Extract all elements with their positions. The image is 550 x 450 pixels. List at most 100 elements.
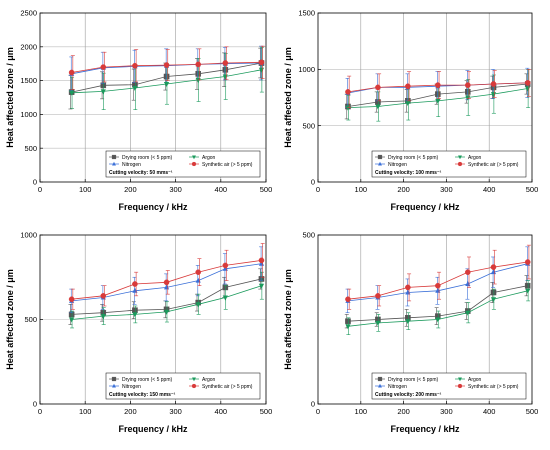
data-point [465, 89, 471, 95]
legend-box [371, 372, 527, 400]
data-point [222, 60, 229, 66]
y-tick-label: 1000 [20, 231, 37, 240]
x-tick-label: 100 [355, 407, 368, 416]
data-point [435, 282, 441, 289]
legend: Drying room (< 5 ppm) Argon Nitrogen Synthe… [371, 150, 527, 178]
x-tick-label: 200 [397, 185, 410, 194]
y-tick-label: 500 [302, 121, 315, 130]
data-point [345, 296, 351, 303]
data-point [132, 86, 138, 92]
y-tick-label: 1500 [298, 9, 315, 18]
x-tick-label: 100 [355, 185, 368, 194]
data-point [195, 269, 201, 275]
cutting-velocity-note: Cutting velocity: 200 mms⁻¹ [375, 392, 442, 398]
cutting-velocity-note: Cutting velocity: 150 mms⁻¹ [109, 392, 176, 398]
y-tick-label: 2000 [20, 42, 37, 51]
x-axis-title: Frequency / kHz [118, 424, 188, 434]
x-tick-label: 0 [316, 185, 320, 194]
legend-box [105, 150, 261, 178]
plot-frame [317, 12, 533, 183]
legend-entry: Drying room (< 5 ppm) [122, 377, 172, 383]
data-point [195, 302, 201, 308]
legend-marker [458, 377, 462, 382]
x-tick-label: 300 [440, 185, 453, 194]
chart-panel-4: 0 500 0 100 200 300 400 500 Frequency / kHz Heat … [283, 231, 538, 434]
data-point [222, 284, 229, 291]
data-point [524, 282, 531, 289]
legend-entry: Drying room (< 5 ppm) [388, 377, 438, 383]
data-point [69, 90, 75, 96]
data-point [524, 259, 531, 265]
data-point [405, 83, 411, 90]
data-point [405, 101, 411, 107]
data-point [222, 66, 229, 73]
data-point [435, 91, 441, 97]
y-tick-label: 1500 [20, 76, 37, 85]
legend-entry: Nitrogen [388, 384, 407, 390]
x-tick-label: 0 [38, 407, 42, 416]
legend-marker [377, 154, 383, 160]
x-tick-label: 300 [440, 407, 453, 416]
x-tick-label: 300 [169, 185, 182, 194]
data-point [405, 289, 411, 295]
x-axis-title: Frequency / kHz [118, 202, 188, 212]
data-point [100, 314, 106, 320]
legend: Drying room (< 5 ppm) Argon Nitrogen Synthe… [371, 372, 527, 400]
data-point [222, 262, 229, 269]
data-point [464, 82, 471, 88]
cutting-velocity-note: Cutting velocity: 100 mms⁻¹ [375, 170, 442, 176]
data-point [435, 317, 441, 323]
series-argon [345, 280, 531, 336]
data-point [163, 81, 170, 87]
y-tick-label: 0 [33, 178, 37, 187]
data-point [163, 73, 170, 80]
series-synthetic-air-ppm [345, 69, 531, 108]
data-point [375, 293, 381, 299]
x-tick-label: 500 [260, 407, 273, 416]
legend-box [371, 150, 527, 178]
legend-marker [191, 383, 197, 389]
legend-marker [191, 161, 197, 167]
series-line [347, 263, 528, 302]
data-point [524, 80, 531, 86]
y-axis-title: Heat affected zone / μm [5, 47, 15, 148]
data-point [258, 283, 265, 289]
series-synthetic-air-ppm [68, 243, 265, 310]
data-point [490, 297, 497, 303]
data-point [490, 81, 497, 87]
data-point [435, 98, 441, 104]
legend-marker [192, 377, 196, 382]
y-axis-title: Heat affected zone / μm [5, 269, 15, 370]
y-tick-label: 2500 [20, 9, 37, 18]
legend-marker [457, 161, 463, 167]
legend-entry: Argon [202, 155, 216, 161]
legend-marker [111, 154, 117, 160]
data-point [68, 311, 75, 318]
x-axis-title: Frequency / kHz [390, 424, 460, 434]
x-tick-label: 400 [483, 185, 496, 194]
legend-entry: Synthetic air (> 5 ppm) [202, 162, 253, 168]
data-point [405, 319, 411, 325]
series-synthetic-air-ppm [68, 45, 265, 90]
series-line [71, 69, 262, 94]
series-line [347, 261, 528, 300]
data-point [132, 312, 138, 318]
data-point [464, 269, 471, 275]
x-tick-label: 500 [260, 185, 273, 194]
legend-marker [377, 376, 383, 382]
legend-entry: Synthetic air (> 5 ppm) [202, 384, 253, 390]
x-axis-title: Frequency / kHz [390, 202, 460, 212]
y-tick-label: 1000 [20, 110, 37, 119]
legend-entry: Argon [202, 377, 216, 383]
series-argon [69, 271, 265, 329]
data-point [163, 279, 170, 286]
legend: Drying room (< 5 ppm) Argon Nitrogen Synthe… [105, 150, 261, 178]
legend-marker [112, 383, 116, 388]
x-tick-label: 200 [397, 407, 410, 416]
data-point [525, 288, 531, 294]
x-tick-label: 300 [169, 407, 182, 416]
x-tick-label: 400 [215, 185, 228, 194]
legend-marker [378, 383, 382, 388]
y-tick-label: 1000 [298, 65, 315, 74]
